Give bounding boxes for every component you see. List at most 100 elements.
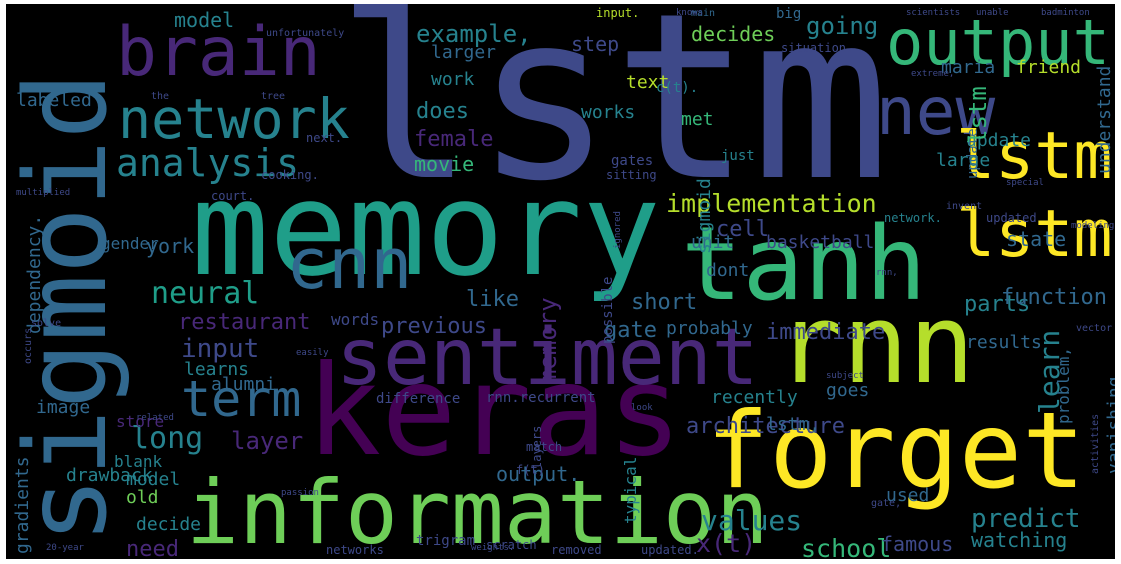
cloud-word: updated. (641, 543, 699, 557)
cloud-word: lstm (956, 119, 1113, 194)
cloud-word: function (1001, 285, 1107, 310)
cloud-word: famous (881, 532, 954, 556)
cloud-word: layer (231, 427, 304, 455)
cloud-word: look (631, 403, 653, 413)
cloud-word: lstm (956, 197, 1113, 272)
cloud-word: main (691, 8, 716, 19)
cloud-word: unfortunately (266, 28, 345, 39)
cloud-word: parts (964, 292, 1031, 317)
cloud-word: gate, (871, 498, 902, 509)
cloud-word: rnn, (876, 268, 898, 278)
cloud-word: gender (101, 234, 159, 253)
cloud-word: vector (1076, 323, 1113, 334)
cloud-word: next. (306, 131, 343, 145)
cloud-word: need (126, 537, 179, 560)
cloud-word: previous (381, 314, 487, 339)
cloud-word: old (126, 487, 159, 508)
cloud-word: ignored (613, 211, 623, 249)
cloud-word: forget (706, 390, 1086, 512)
cloud-word: larger (431, 42, 497, 63)
cloud-word: drawback (66, 465, 153, 486)
cloud-word: met (681, 109, 714, 130)
cloud-word: recently (711, 387, 798, 408)
cloud-word: friend (1016, 57, 1082, 78)
cloud-word: labeled (16, 90, 92, 111)
cloud-word: understand (1094, 65, 1115, 174)
cloud-word: alumni (211, 374, 277, 395)
cloud-word: passion (281, 488, 319, 498)
cloud-word: invent (946, 201, 983, 212)
cloud-word: dependency. (24, 214, 45, 334)
cloud-word: tanh (681, 205, 927, 324)
cloud-word: difference (376, 391, 461, 407)
cloud-word: york (146, 234, 195, 258)
cloud-word: gradients (12, 456, 33, 554)
cloud-word: lstm, (766, 414, 821, 435)
cloud-word: networks (326, 543, 384, 557)
cloud-word: removed (551, 543, 602, 557)
cloud-word: analysis (116, 141, 300, 185)
cloud-word: weights. (471, 543, 515, 553)
cloud-word: like (466, 287, 519, 312)
cloud-word: vanishing (1104, 376, 1115, 474)
cloud-word: results (966, 332, 1042, 353)
cloud-word: big (776, 6, 802, 22)
cloud-word: activities (1090, 413, 1101, 474)
cloud-word: school (801, 534, 892, 559)
cloud-word: lstm (964, 86, 992, 144)
cloud-word: x(t) (696, 529, 757, 558)
cloud-word: example, (416, 20, 532, 48)
cloud-word: restaurant (178, 310, 311, 335)
cloud-word: easily (296, 348, 329, 358)
cloud-word: update (966, 130, 1032, 151)
cloud-word: gates (611, 153, 654, 169)
cloud-word: lstm (336, 4, 890, 232)
cloud-word: used (886, 485, 930, 506)
cloud-word: possible (600, 276, 616, 344)
cloud-word: knows (676, 8, 704, 18)
cloud-word: going (806, 12, 879, 40)
cloud-word: subject (826, 371, 864, 381)
cloud-word: input (181, 334, 260, 364)
cloud-word: female (414, 127, 494, 152)
cloud-word: scratch (486, 538, 537, 552)
cloud-word: f(t) (516, 463, 545, 477)
cloud-word: problem, (1054, 346, 1073, 424)
cloud-word: cooking. (261, 168, 319, 182)
cloud-word: typical (621, 456, 640, 524)
cloud-word: term (181, 370, 302, 428)
cloud-word: implementation (666, 189, 877, 218)
cloud-word: unit (691, 232, 735, 253)
cloud-word: gate (604, 318, 657, 343)
cloud-word: badminton (1041, 8, 1090, 18)
cloud-word: related (136, 413, 174, 423)
cloud-word: learns (184, 359, 250, 380)
cloud-word: brain (116, 13, 321, 92)
cloud-word: output (886, 6, 1110, 79)
cloud-word: immediate (766, 320, 886, 345)
cloud-word: words (331, 310, 380, 329)
cloud-word: unable (976, 8, 1009, 18)
cloud-word: does (416, 99, 469, 124)
cloud-word: sentiment (336, 313, 759, 403)
cloud-word: store (116, 412, 165, 431)
cloud-word: neural (151, 276, 260, 311)
cloud-word: decides (691, 22, 776, 46)
cloud-word: cnn (286, 223, 413, 305)
cloud-word: dont (706, 260, 750, 281)
cloud-word: court. (211, 189, 255, 203)
cloud-word: output. (496, 462, 581, 486)
cloud-word: blank (114, 452, 163, 471)
cloud-word: works (581, 102, 636, 123)
cloud-word: keras (306, 339, 683, 484)
cloud-word: sitting (606, 168, 657, 182)
cloud-word: model (126, 469, 181, 490)
cloud-word: long (131, 421, 204, 456)
cloud-word: scientists (906, 8, 961, 18)
cloud-word: architecture (686, 414, 845, 439)
cloud-word: rnn (776, 280, 975, 408)
cloud-word: text (626, 72, 670, 93)
cloud-word: tree (261, 91, 286, 102)
cloud-word: step (571, 32, 620, 56)
cloud-word: maria (941, 57, 996, 78)
